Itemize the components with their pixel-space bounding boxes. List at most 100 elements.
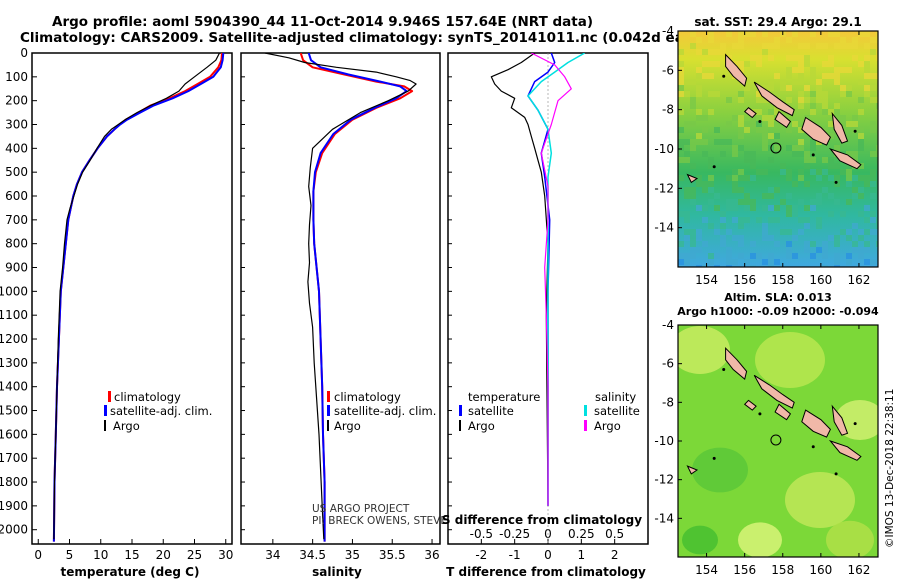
sst-pixel	[774, 133, 780, 139]
sst-map-title: sat. SST: 29.4 Argo: 29.1	[694, 15, 861, 29]
sst-pixel	[798, 97, 804, 103]
sst-pixel	[834, 103, 840, 109]
sst-pixel	[870, 37, 876, 43]
sst-pixel	[750, 151, 756, 157]
islet	[834, 472, 838, 476]
sst-pixel	[792, 253, 798, 259]
sst-pixel	[762, 133, 768, 139]
sst-pixel	[858, 97, 864, 103]
sst-pixel	[708, 49, 714, 55]
legend-argo: Argo	[113, 419, 140, 433]
sst-pixel	[804, 55, 810, 61]
sst-pixel	[732, 235, 738, 241]
sst-pixel	[720, 211, 726, 217]
sst-pixel	[810, 139, 816, 145]
sst-pixel	[756, 217, 762, 223]
sst-pixel	[732, 145, 738, 151]
sst-pixel	[684, 259, 690, 265]
sst-pixel	[858, 109, 864, 115]
legend-s-argo: Argo	[594, 419, 621, 433]
sst-pixel	[744, 127, 750, 133]
sst-pixel	[798, 145, 804, 151]
sst-pixel	[810, 241, 816, 247]
sst-pixel	[870, 217, 876, 223]
sst-pixel	[774, 259, 780, 265]
sst-pixel	[738, 31, 744, 37]
sst-pixel	[876, 145, 878, 151]
sst-pixel	[828, 235, 834, 241]
sst-pixel	[750, 265, 756, 267]
sst-pixel	[822, 247, 828, 253]
y-tick-label: -12	[654, 473, 674, 487]
sst-pixel	[822, 241, 828, 247]
sst-pixel	[834, 43, 840, 49]
sst-pixel	[744, 85, 750, 91]
sst-pixel	[708, 31, 714, 37]
legend-swatch-satellite	[327, 405, 330, 416]
temperature-axis-label: temperature (deg C)	[61, 565, 200, 579]
sst-pixel	[738, 127, 744, 133]
sst-pixel	[738, 217, 744, 223]
y-tick-label: 1100	[0, 308, 28, 322]
sst-land-islands	[686, 53, 862, 184]
island	[753, 81, 795, 117]
argo-float-marker	[770, 434, 782, 446]
island	[828, 439, 862, 461]
sst-pixel	[786, 97, 792, 103]
sla-map-subtitle: Argo h1000: -0.09 h2000: -0.094	[677, 305, 879, 318]
sst-pixel	[696, 85, 702, 91]
sst-pixel	[708, 175, 714, 181]
sst-pixel	[858, 235, 864, 241]
sst-pixel	[708, 37, 714, 43]
sst-pixel	[870, 211, 876, 217]
sst-pixel	[762, 235, 768, 241]
sst-pixel	[690, 235, 696, 241]
sst-pixel	[858, 253, 864, 259]
x-tick-label: 0	[34, 548, 42, 562]
sst-pixel	[864, 67, 870, 73]
sst-pixel	[786, 253, 792, 259]
sst-pixel	[744, 217, 750, 223]
sst-pixel	[786, 241, 792, 247]
sst-pixel	[792, 151, 798, 157]
x-tick-label: 34.5	[299, 548, 326, 562]
island	[725, 346, 748, 380]
sla-patch	[682, 525, 718, 555]
sst-pixel	[762, 169, 768, 175]
sst-pixel	[738, 187, 744, 193]
x2-tick-label: -0.25	[499, 527, 530, 541]
sst-pixel	[828, 157, 834, 163]
sst-pixel	[846, 235, 852, 241]
sst-pixel	[762, 115, 768, 121]
sst-pixel	[798, 79, 804, 85]
sst-pixel	[738, 67, 744, 73]
sst-pixel	[804, 97, 810, 103]
sst-pixel	[804, 241, 810, 247]
sst-pixel	[792, 67, 798, 73]
sst-pixel	[708, 253, 714, 259]
sst-pixel	[768, 265, 774, 267]
sst-pixel	[738, 121, 744, 127]
y-tick-label: -14	[654, 221, 674, 235]
sst-pixel	[804, 157, 810, 163]
sst-pixel	[870, 73, 876, 79]
sla-land-islands	[686, 346, 862, 476]
salinity-panel: 34 34.5 35 35.5 36 salinity climatology sate…	[240, 52, 556, 579]
sst-pixel	[690, 187, 696, 193]
sst-pixel	[834, 145, 840, 151]
sst-pixel	[786, 55, 792, 61]
sst-pixel	[678, 241, 684, 247]
sst-pixel	[876, 31, 878, 37]
sst-pixel	[768, 43, 774, 49]
sst-pixel	[690, 241, 696, 247]
sst-pixel	[864, 43, 870, 49]
sst-pixel	[732, 151, 738, 157]
sst-pixel	[696, 37, 702, 43]
sst-pixel	[834, 199, 840, 205]
t-difference-axis-label: T difference from climatology	[446, 565, 646, 579]
x-tick-label: 15	[124, 548, 139, 562]
sst-pixel	[786, 175, 792, 181]
sst-pixel	[834, 67, 840, 73]
sst-pixel	[846, 121, 852, 127]
sst-pixel	[690, 31, 696, 37]
